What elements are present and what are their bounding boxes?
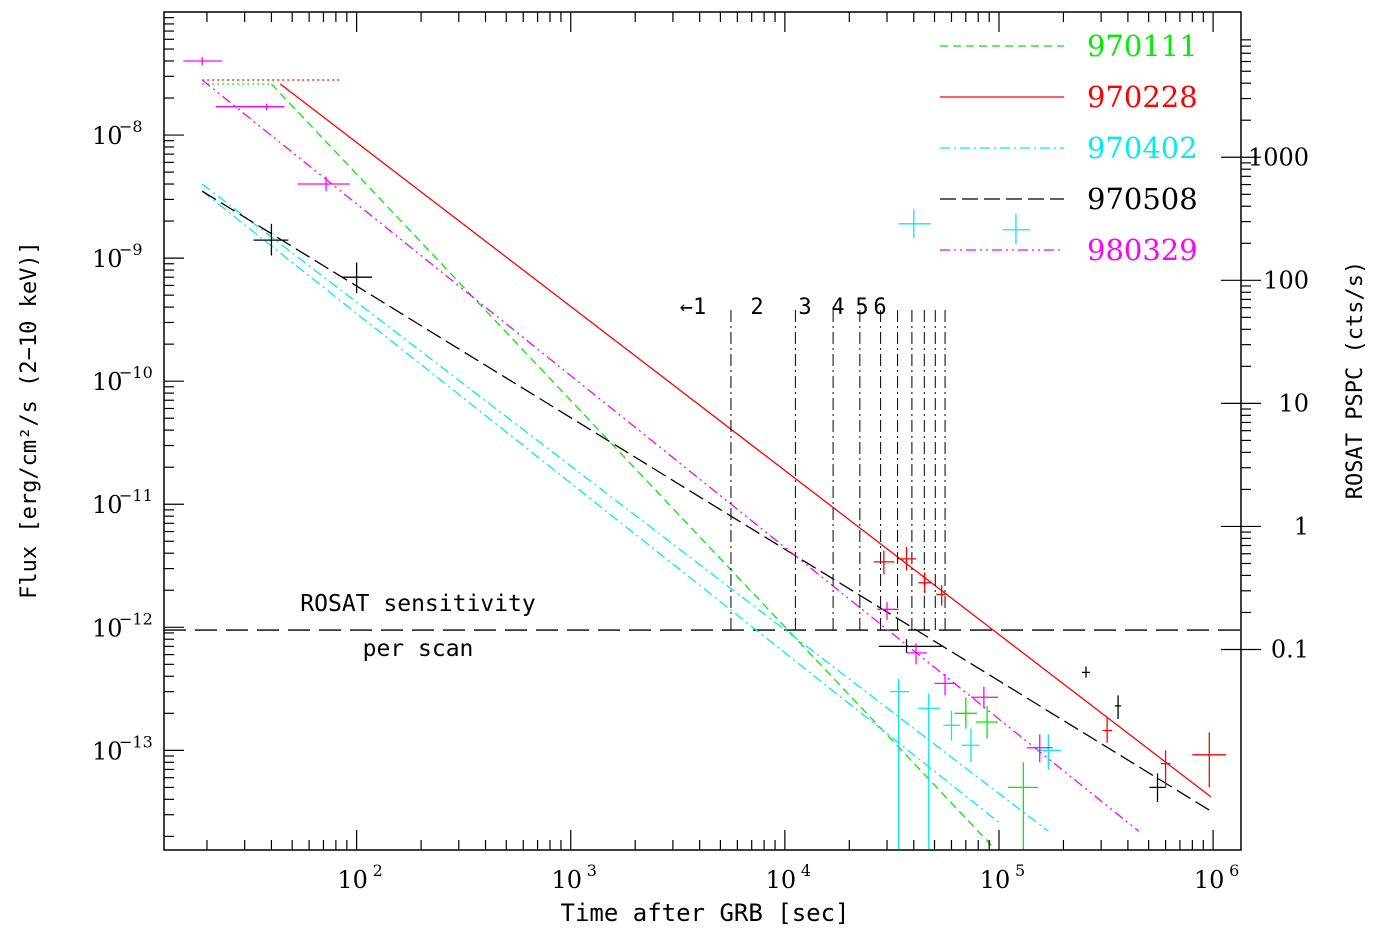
x-tick-label: 10: [980, 866, 1011, 894]
x-tick-label-exponent: 2: [373, 861, 383, 880]
scan-label: 2: [750, 295, 763, 320]
plot-frame: [163, 11, 1242, 851]
y2-tick-label: 1000: [1248, 143, 1309, 171]
x-tick-label: 10: [551, 866, 582, 894]
x-tick-label-exponent: 3: [587, 861, 597, 880]
legend-label: 970508: [1087, 182, 1198, 216]
scan-label: 4: [831, 295, 844, 320]
data-points-layer: [183, 57, 1227, 850]
y-tick-label: 10: [92, 737, 123, 765]
y-tick-label-exponent: −9: [119, 240, 143, 259]
y-axis-label: Flux [erg/cm²/s (2−10 keV)]: [17, 241, 42, 599]
y-tick-label-exponent: −8: [119, 117, 143, 136]
y-tick-label-exponent: −11: [119, 486, 153, 505]
y2-axis-label: ROSAT PSPC (cts/s): [1343, 261, 1368, 499]
sensitivity-label-2: per scan: [363, 636, 474, 662]
legend: 970111 970228 970402 970508 980329: [940, 29, 1198, 267]
y2-tick-label: 10: [1278, 389, 1309, 417]
x-tick-label-exponent: 5: [1015, 861, 1025, 880]
y2-tick-label: 0.1: [1271, 636, 1309, 664]
x-tick-label: 10: [766, 866, 797, 894]
scan-label: 6: [873, 295, 886, 320]
scan-lines-layer: ←1 2 3 4 5 6: [680, 295, 946, 631]
scan-label: 5: [855, 295, 868, 320]
y2-tick-label: 1: [1294, 512, 1309, 540]
legend-label: 970111: [1087, 29, 1198, 63]
fit-line: [270, 83, 992, 846]
y-tick-label-exponent: −12: [119, 609, 153, 628]
x-axis-label: Time after GRB [sec]: [561, 899, 850, 927]
y-tick-label: 10: [92, 614, 123, 642]
y-tick-label-exponent: −13: [119, 732, 153, 751]
x-tick-label: 10: [337, 866, 368, 894]
fit-line: [201, 190, 1000, 823]
y-tick-label: 10: [92, 122, 123, 150]
x-tick-label: 10: [1194, 866, 1225, 894]
scan-label: 3: [798, 295, 811, 320]
fit-line: [201, 190, 1212, 812]
sensitivity-label-1: ROSAT sensitivity: [300, 591, 535, 617]
y-tick-label: 10: [92, 491, 123, 519]
legend-label: 980329: [1087, 233, 1198, 267]
y-tick-label: 10: [92, 245, 123, 273]
y-tick-label-exponent: −10: [119, 363, 153, 382]
legend-label: 970402: [1087, 131, 1198, 165]
fit-line: [201, 183, 1049, 832]
axes-layer: 10 2 10 3 10 4 10 5 10 610−810−910−1010−1110−1210…: [92, 11, 1309, 894]
fit-lines-layer: [164, 79, 1241, 846]
x-tick-label-exponent: 6: [1229, 861, 1239, 880]
y2-tick-label: 100: [1263, 266, 1309, 294]
y-tick-label: 10: [92, 368, 123, 396]
scan-label: ←1: [680, 295, 707, 320]
fit-line: [201, 79, 1140, 832]
fit-line: [279, 83, 1212, 798]
x-tick-label-exponent: 4: [801, 861, 811, 880]
legend-label: 970228: [1087, 80, 1198, 114]
